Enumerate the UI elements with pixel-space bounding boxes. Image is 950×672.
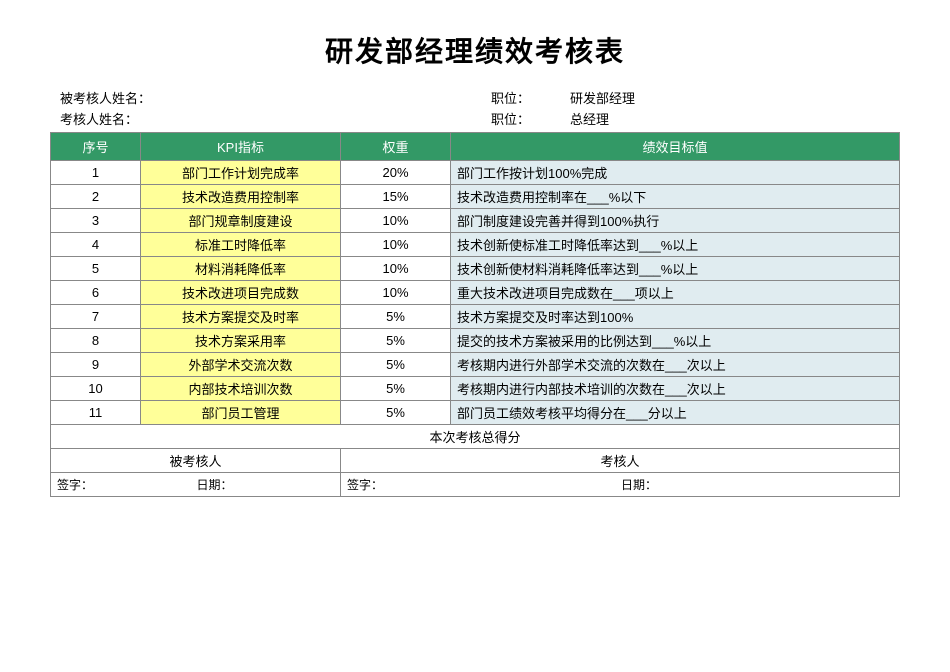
cell-kpi: 技术方案采用率	[141, 329, 341, 353]
page-title: 研发部经理绩效考核表	[50, 30, 900, 70]
assessor-name-label: 考核人姓名：	[50, 109, 450, 128]
table-row: 8技术方案采用率5%提交的技术方案被采用的比例达到___%以上	[51, 329, 900, 353]
assessee-sign-header: 被考核人	[51, 449, 341, 473]
table-row: 11部门员工管理5%部门员工绩效考核平均得分在___分以上	[51, 401, 900, 425]
cell-weight: 5%	[341, 329, 451, 353]
assessor-date-label: 日期：	[621, 476, 895, 493]
cell-seq: 11	[51, 401, 141, 425]
cell-kpi: 技术改进项目完成数	[141, 281, 341, 305]
table-row: 4标准工时降低率10%技术创新使标准工时降低率达到___%以上	[51, 233, 900, 257]
assessee-sign-cell: 签字： 日期：	[51, 473, 341, 497]
cell-weight: 20%	[341, 161, 451, 185]
cell-kpi: 技术方案提交及时率	[141, 305, 341, 329]
table-row: 2技术改造费用控制率15%技术改造费用控制率在___%以下	[51, 185, 900, 209]
cell-target: 考核期内进行外部学术交流的次数在___次以上	[451, 353, 900, 377]
table-header-row: 序号 KPI指标 权重 绩效目标值	[51, 133, 900, 161]
cell-seq: 8	[51, 329, 141, 353]
kpi-table: 序号 KPI指标 权重 绩效目标值 1部门工作计划完成率20%部门工作按计划10…	[50, 132, 900, 497]
cell-seq: 7	[51, 305, 141, 329]
cell-kpi: 标准工时降低率	[141, 233, 341, 257]
header-kpi: KPI指标	[141, 133, 341, 161]
cell-target: 技术创新使材料消耗降低率达到___%以上	[451, 257, 900, 281]
total-label: 本次考核总得分	[51, 425, 900, 449]
sign-header-row: 被考核人 考核人	[51, 449, 900, 473]
cell-target: 部门制度建设完善并得到100%执行	[451, 209, 900, 233]
assessor-sign-header: 考核人	[341, 449, 900, 473]
header-target: 绩效目标值	[451, 133, 900, 161]
cell-weight: 10%	[341, 281, 451, 305]
position-label-2: 职位：	[450, 109, 550, 128]
cell-kpi: 内部技术培训次数	[141, 377, 341, 401]
cell-weight: 5%	[341, 305, 451, 329]
assessor-sign-label: 签字：	[347, 476, 621, 493]
info-row-assessee: 被考核人姓名： 职位： 研发部经理	[50, 88, 900, 107]
cell-weight: 10%	[341, 209, 451, 233]
cell-seq: 10	[51, 377, 141, 401]
cell-target: 部门工作按计划100%完成	[451, 161, 900, 185]
table-row: 3部门规章制度建设10%部门制度建设完善并得到100%执行	[51, 209, 900, 233]
table-row: 7技术方案提交及时率5%技术方案提交及时率达到100%	[51, 305, 900, 329]
table-row: 1部门工作计划完成率20%部门工作按计划100%完成	[51, 161, 900, 185]
assessor-position: 总经理	[550, 109, 609, 128]
cell-kpi: 部门工作计划完成率	[141, 161, 341, 185]
table-row: 9外部学术交流次数5%考核期内进行外部学术交流的次数在___次以上	[51, 353, 900, 377]
cell-weight: 5%	[341, 401, 451, 425]
assessee-date-label: 日期：	[197, 476, 337, 493]
assessee-sign-label: 签字：	[57, 476, 197, 493]
cell-kpi: 材料消耗降低率	[141, 257, 341, 281]
cell-seq: 3	[51, 209, 141, 233]
cell-seq: 5	[51, 257, 141, 281]
table-body: 1部门工作计划完成率20%部门工作按计划100%完成2技术改造费用控制率15%技…	[51, 161, 900, 425]
header-weight: 权重	[341, 133, 451, 161]
cell-target: 技术方案提交及时率达到100%	[451, 305, 900, 329]
cell-weight: 5%	[341, 377, 451, 401]
info-row-assessor: 考核人姓名： 职位： 总经理	[50, 109, 900, 128]
cell-target: 提交的技术方案被采用的比例达到___%以上	[451, 329, 900, 353]
table-row: 6技术改进项目完成数10%重大技术改进项目完成数在___项以上	[51, 281, 900, 305]
assessor-sign-cell: 签字： 日期：	[341, 473, 900, 497]
assessee-name-label: 被考核人姓名：	[50, 88, 450, 107]
table-row: 5材料消耗降低率10%技术创新使材料消耗降低率达到___%以上	[51, 257, 900, 281]
table-row: 10内部技术培训次数5%考核期内进行内部技术培训的次数在___次以上	[51, 377, 900, 401]
cell-target: 考核期内进行内部技术培训的次数在___次以上	[451, 377, 900, 401]
cell-weight: 15%	[341, 185, 451, 209]
cell-kpi: 技术改造费用控制率	[141, 185, 341, 209]
cell-weight: 10%	[341, 257, 451, 281]
cell-target: 技术创新使标准工时降低率达到___%以上	[451, 233, 900, 257]
cell-seq: 1	[51, 161, 141, 185]
sign-row: 签字： 日期： 签字： 日期：	[51, 473, 900, 497]
cell-seq: 2	[51, 185, 141, 209]
total-row: 本次考核总得分	[51, 425, 900, 449]
header-seq: 序号	[51, 133, 141, 161]
cell-kpi: 部门员工管理	[141, 401, 341, 425]
cell-weight: 10%	[341, 233, 451, 257]
cell-kpi: 外部学术交流次数	[141, 353, 341, 377]
cell-seq: 4	[51, 233, 141, 257]
cell-target: 重大技术改进项目完成数在___项以上	[451, 281, 900, 305]
cell-kpi: 部门规章制度建设	[141, 209, 341, 233]
cell-target: 部门员工绩效考核平均得分在___分以上	[451, 401, 900, 425]
page-container: 研发部经理绩效考核表 被考核人姓名： 职位： 研发部经理 考核人姓名： 职位： …	[0, 0, 950, 497]
position-label-1: 职位：	[450, 88, 550, 107]
cell-seq: 6	[51, 281, 141, 305]
cell-seq: 9	[51, 353, 141, 377]
assessee-position: 研发部经理	[550, 88, 635, 107]
cell-target: 技术改造费用控制率在___%以下	[451, 185, 900, 209]
cell-weight: 5%	[341, 353, 451, 377]
